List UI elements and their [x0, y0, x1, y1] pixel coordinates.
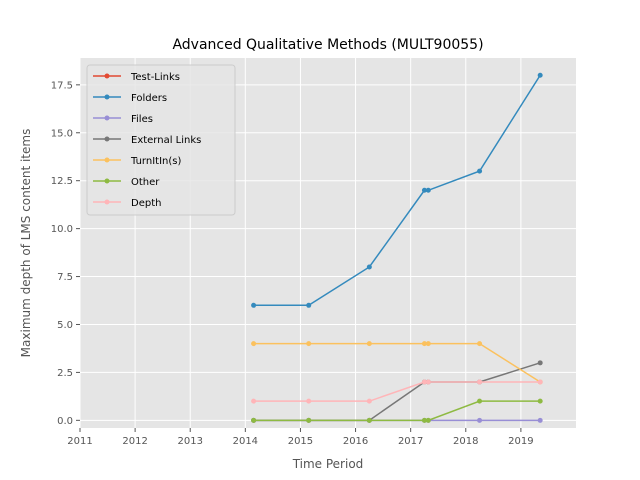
legend-label: Files [131, 114, 153, 125]
y-axis: 0.0 2.5 5.0 7.5 10.0 12.5 15.0 17.5 [51, 80, 80, 427]
series-depth [251, 379, 543, 404]
legend-item-folders: Folders [93, 93, 167, 104]
legend-item-other: Other [93, 177, 160, 188]
x-axis-label: Time Period [292, 457, 364, 471]
x-tick-label: 2014 [233, 436, 258, 447]
legend-item-test-links: Test-Links [93, 72, 180, 83]
data-point-other [425, 417, 431, 423]
data-point-depth [421, 379, 427, 385]
legend-label: Folders [131, 93, 167, 104]
legend-item-external-links: External Links [93, 135, 201, 146]
data-point-depth [537, 379, 543, 385]
legend: Test-Links Folders Files External Links Turn… [86, 64, 236, 216]
series-layer [251, 72, 543, 423]
x-tick-label: 2013 [177, 436, 202, 447]
data-point-other [366, 417, 372, 423]
legend-label: Depth [131, 198, 161, 209]
data-point-folders [306, 302, 312, 308]
data-point-turnitin-s [421, 341, 427, 347]
data-point-turnitin-s [306, 341, 312, 347]
legend-marker [104, 178, 110, 184]
legend-marker [104, 199, 110, 205]
legend-marker [104, 94, 110, 100]
legend-marker [104, 73, 110, 79]
x-tick-label: 2016 [343, 436, 368, 447]
data-point-folders [421, 187, 427, 193]
y-tick-label: 15.0 [51, 128, 73, 139]
legend-label: TurnItIn(s) [130, 156, 181, 167]
legend-marker [104, 115, 110, 121]
legend-box [86, 64, 236, 216]
data-point-depth [477, 379, 483, 385]
x-tick-label: 2012 [122, 436, 147, 447]
data-point-files [477, 417, 483, 423]
legend-item-turnitin-s: TurnItIn(s) [93, 156, 181, 167]
y-tick-label: 5.0 [57, 320, 73, 331]
y-axis-label: Maximum depth of LMS content items [19, 129, 33, 358]
legend-label: Test-Links [130, 72, 180, 83]
data-point-turnitin-s [477, 341, 483, 347]
y-tick-label: 0.0 [57, 416, 73, 427]
legend-item-depth: Depth [93, 198, 161, 209]
data-point-folders [477, 168, 483, 174]
data-point-other [477, 398, 483, 404]
legend-item-files: Files [93, 114, 153, 125]
data-point-folders [425, 187, 431, 193]
data-point-other [421, 417, 427, 423]
y-tick-label: 12.5 [51, 176, 73, 187]
legend-label: Other [131, 177, 160, 188]
series-other [251, 398, 543, 423]
y-tick-label: 2.5 [57, 368, 73, 379]
data-point-depth [366, 398, 372, 404]
data-point-folders [537, 72, 543, 78]
y-tick-label: 10.0 [51, 224, 73, 235]
data-point-turnitin-s [366, 341, 372, 347]
x-tick-label: 2019 [508, 436, 533, 447]
x-tick-label: 2015 [288, 436, 313, 447]
data-point-folders [251, 302, 257, 308]
data-point-depth [306, 398, 312, 404]
x-tick-label: 2018 [453, 436, 478, 447]
y-tick-label: 7.5 [57, 272, 73, 283]
x-tick-label: 2011 [67, 436, 92, 447]
data-point-depth [425, 379, 431, 385]
data-point-other [251, 417, 257, 423]
legend-marker [104, 136, 110, 142]
data-point-folders [366, 264, 372, 270]
data-point-external-links [537, 360, 543, 366]
data-point-turnitin-s [425, 341, 431, 347]
data-point-other [306, 417, 312, 423]
x-tick-label: 2017 [398, 436, 423, 447]
legend-label: External Links [131, 135, 201, 146]
data-point-files [537, 417, 543, 423]
legend-marker [104, 157, 110, 163]
data-point-turnitin-s [251, 341, 257, 347]
x-axis: 2011 2012 2013 2014 2015 2016 2017 2018 2019 [67, 428, 534, 447]
data-point-other [537, 398, 543, 404]
y-tick-label: 17.5 [51, 80, 73, 91]
series-folders [251, 72, 543, 308]
data-point-depth [251, 398, 257, 404]
chart-title: Advanced Qualitative Methods (MULT90055) [172, 37, 483, 53]
